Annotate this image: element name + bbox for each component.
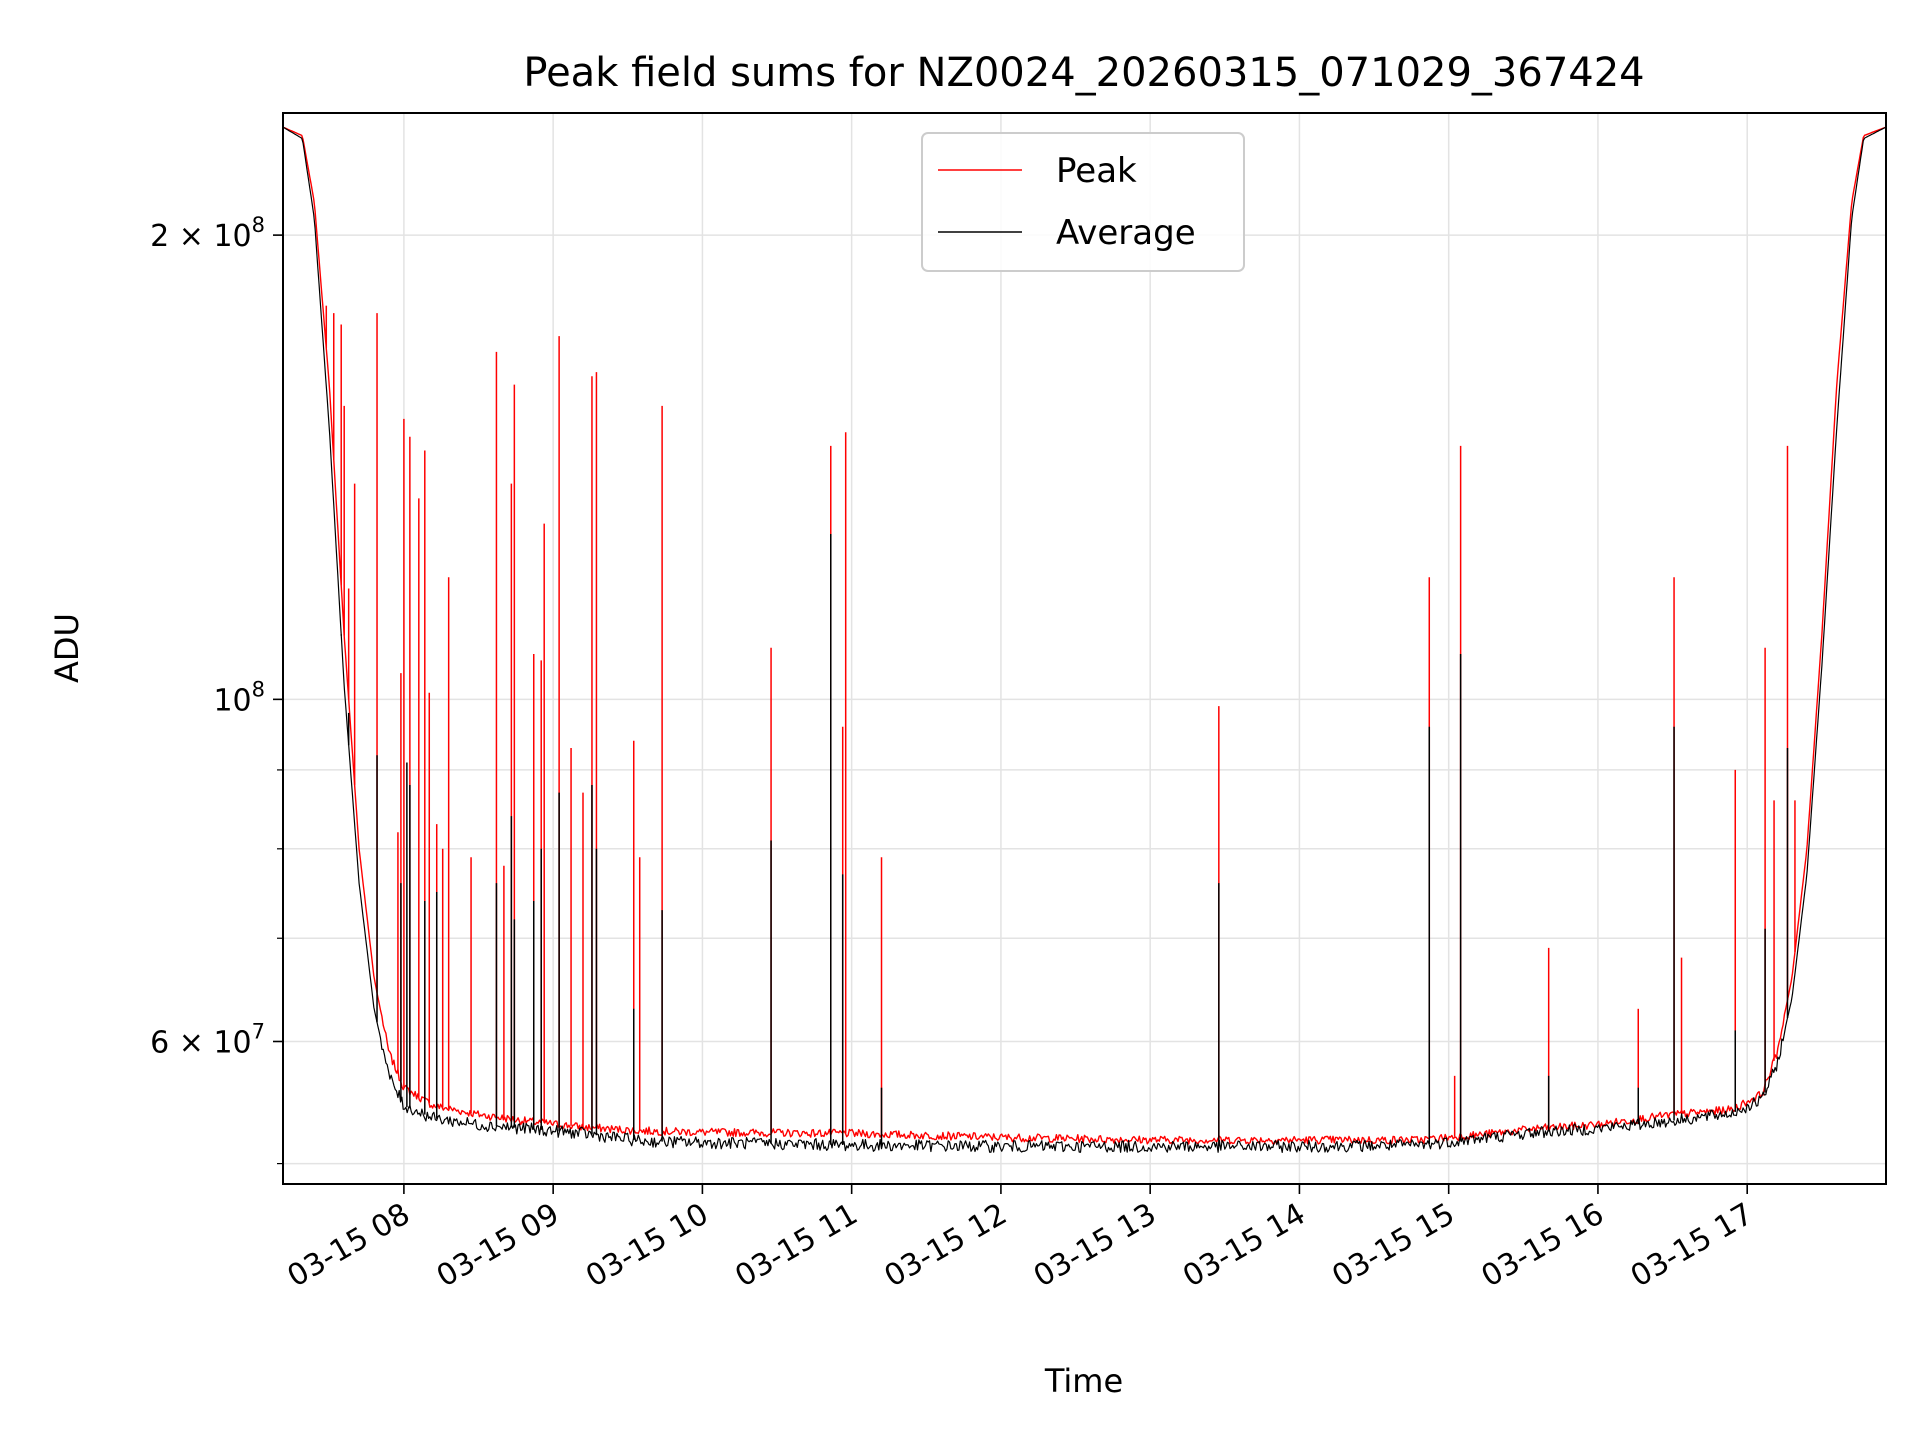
legend-average-label: Average — [1056, 213, 1196, 253]
legend-peak-label: Peak — [1056, 151, 1137, 191]
y-tick-mantissa: 2 — [150, 219, 169, 254]
y-tick-label: 2 × 108 — [150, 213, 265, 254]
y-tick-times: × 10 — [169, 219, 251, 254]
series-layer — [283, 126, 1886, 1153]
y-tick-label: 108 — [213, 677, 265, 718]
x-axis-label: Time — [1044, 1362, 1123, 1400]
legend: Peak Average — [921, 132, 1245, 272]
plot-frame — [282, 112, 1887, 1185]
grid — [283, 113, 1886, 1184]
y-tick-mantissa: 6 — [150, 1025, 169, 1060]
legend-box — [921, 132, 1245, 272]
y-tick-label: 6 × 107 — [150, 1019, 265, 1060]
y-tick-times: × 10 — [169, 1025, 251, 1060]
y-tick-exponent: 7 — [252, 1019, 265, 1043]
series-average-line — [283, 126, 1886, 1153]
series-peak-line — [283, 126, 1886, 1145]
y-tick-exponent: 8 — [252, 677, 265, 701]
chart-title: Peak field sums for NZ0024_20260315_0710… — [523, 50, 1644, 96]
y-tick-times: 10 — [213, 683, 251, 718]
y-tick-exponent: 8 — [252, 213, 265, 237]
y-axis-label: ADU — [48, 613, 86, 683]
